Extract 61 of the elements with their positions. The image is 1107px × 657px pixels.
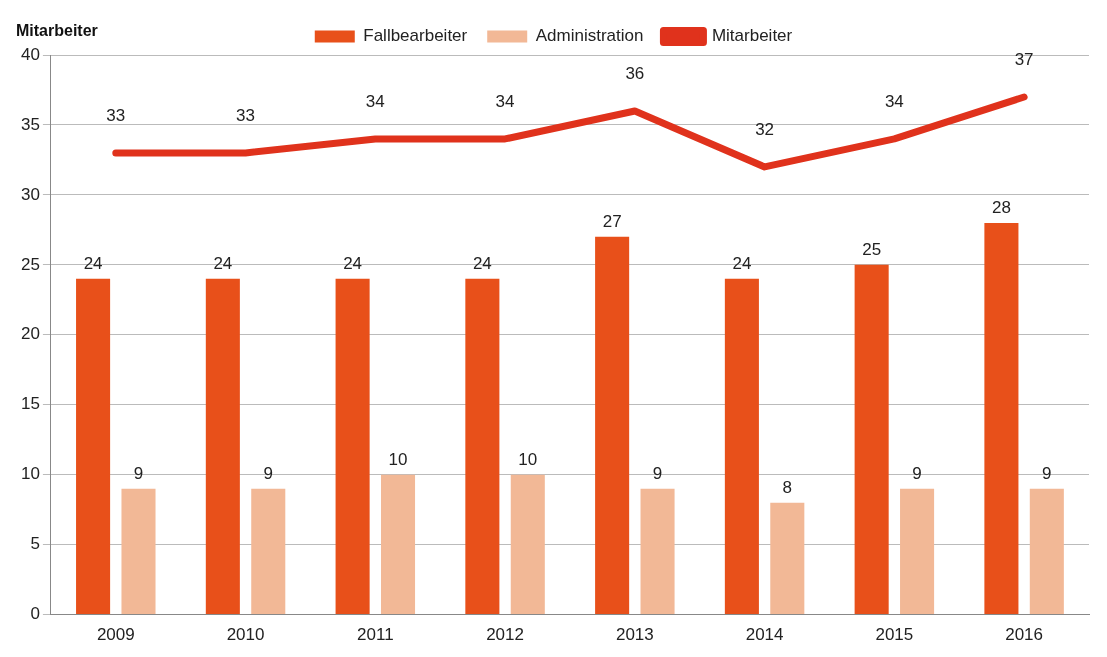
x-tick-label: 2014	[745, 625, 784, 645]
y-tick-label: 20	[20, 324, 40, 344]
data-label: 32	[755, 120, 775, 140]
y-tick-label: 0	[30, 604, 40, 624]
bar	[900, 488, 935, 615]
legend-label: Administration	[535, 26, 644, 46]
x-tick-label: 2013	[615, 625, 654, 645]
x-tick-label: 2010	[226, 625, 265, 645]
data-label: 9	[133, 463, 144, 483]
data-label: 27	[602, 212, 622, 232]
x-tick-label: 2015	[875, 625, 914, 645]
data-label: 37	[1014, 50, 1034, 70]
bar	[465, 278, 500, 615]
y-tick-label: 5	[30, 534, 40, 554]
y-tick-label: 15	[20, 394, 40, 414]
y-axis-title: Mitarbeiter	[16, 22, 98, 40]
data-label: 33	[236, 106, 256, 126]
bar	[121, 488, 156, 615]
data-label: 10	[518, 449, 538, 469]
data-label: 24	[732, 254, 752, 274]
bar	[640, 488, 675, 615]
bar	[724, 278, 759, 615]
bar	[335, 278, 370, 615]
data-label: 24	[83, 254, 103, 274]
bar	[1029, 488, 1064, 615]
data-label: 33	[106, 106, 126, 126]
data-label: 34	[365, 92, 385, 112]
legend-label: Fallbearbeiter	[363, 26, 468, 46]
bar	[770, 502, 805, 615]
y-tick-label: 40	[20, 44, 40, 64]
bar	[595, 236, 630, 615]
y-tick-label: 10	[20, 464, 40, 484]
data-label: 9	[652, 463, 663, 483]
x-tick-label: 2016	[1005, 625, 1044, 645]
data-label: 36	[625, 64, 645, 84]
data-label: 24	[213, 254, 233, 274]
bar	[984, 222, 1019, 615]
data-label: 10	[388, 449, 408, 469]
x-tick-label: 2011	[357, 625, 394, 645]
y-tick-label: 35	[20, 114, 40, 134]
data-label: 9	[912, 463, 922, 483]
data-label: 9	[263, 463, 273, 483]
data-label: 25	[862, 240, 882, 260]
bar	[380, 474, 416, 615]
data-label: 34	[495, 92, 515, 112]
data-label: 28	[991, 198, 1011, 218]
data-label: 8	[782, 477, 793, 497]
bar	[854, 264, 889, 615]
bar	[76, 278, 111, 615]
data-label: 9	[1042, 463, 1052, 483]
y-tick-label: 25	[20, 254, 40, 274]
bar	[510, 474, 545, 615]
data-label: 24	[472, 254, 492, 274]
bar	[251, 488, 286, 615]
y-tick-label: 30	[20, 184, 40, 204]
x-tick-label: 2012	[486, 625, 524, 645]
legend-label: Mitarbeiter	[711, 26, 793, 46]
x-tick-label: 2009	[96, 625, 135, 645]
data-label: 24	[343, 254, 363, 274]
bar	[205, 278, 240, 615]
data-label: 34	[884, 92, 904, 112]
